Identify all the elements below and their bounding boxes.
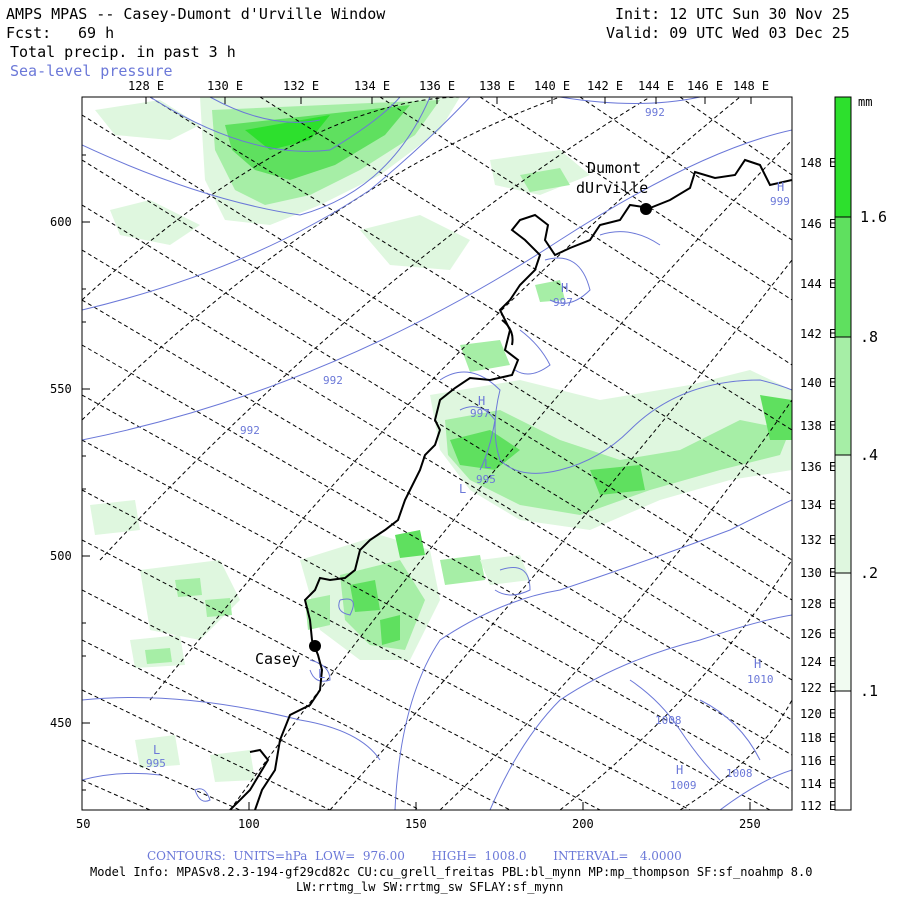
low-marker: L: [318, 667, 325, 681]
contour-label: 992: [645, 106, 665, 119]
low-marker: L: [459, 482, 466, 496]
lon-label: 120 E: [800, 707, 836, 721]
lon-label: 136 E: [419, 79, 455, 93]
high-marker: H: [561, 281, 568, 295]
lon-label: 148 E: [800, 156, 836, 170]
x-tick-label: 250: [739, 817, 761, 831]
lon-label: 144 E: [638, 79, 674, 93]
map-title: AMPS MPAS -- Casey-Dumont d'Urville Wind…: [6, 5, 386, 23]
lon-label: 140 E: [534, 79, 570, 93]
station-name-casey: Casey: [255, 650, 300, 668]
contour-label: 995: [146, 757, 166, 770]
lon-label: 138 E: [800, 419, 836, 433]
lon-label: 144 E: [800, 277, 836, 291]
lon-label: 112 E: [800, 799, 836, 813]
precip-shading: [90, 97, 792, 782]
model-info-line2: LW:rrtmg_lw SW:rrtmg_sw SFLAY:sf_mynn: [296, 880, 564, 894]
lon-label: 128 E: [128, 79, 164, 93]
lon-label: 134 E: [354, 79, 390, 93]
lon-label: 146 E: [800, 217, 836, 231]
init-time: Init: 12 UTC Sun 30 Nov 25: [615, 5, 850, 23]
coastline: [229, 158, 792, 810]
lon-label: 122 E: [800, 681, 836, 695]
y-ticks: [82, 154, 90, 791]
colorbar-label: .1: [860, 682, 878, 700]
colorbar-labels: mm 1.6 .8 .4 .2 .1: [858, 95, 887, 700]
top-ticks: [145, 97, 752, 104]
colorbar: [834, 96, 852, 811]
lon-label: 124 E: [800, 655, 836, 669]
lon-label: 128 E: [800, 597, 836, 611]
contour-label: 992: [323, 374, 343, 387]
high-marker: H: [754, 657, 761, 671]
lon-label: 118 E: [800, 731, 836, 745]
x-tick-label: 150: [405, 817, 427, 831]
top-lon-labels: 128 E 130 E 132 E 134 E 136 E 138 E 140 …: [128, 79, 769, 93]
lon-label: 132 E: [800, 533, 836, 547]
y-axis-labels: 600 550 500 450: [50, 215, 72, 730]
lon-label: 134 E: [800, 498, 836, 512]
y-tick-label: 600: [50, 215, 72, 229]
lon-label: 130 E: [800, 566, 836, 580]
lon-label: 116 E: [800, 754, 836, 768]
forecast-hour: 69 h: [78, 24, 115, 42]
x-tick-label: 50: [76, 817, 90, 831]
station-dot-dumont: [640, 203, 652, 215]
lon-label: 136 E: [800, 460, 836, 474]
forecast-label: Fcst:: [6, 24, 52, 42]
lon-label: 142 E: [800, 327, 836, 341]
colorbar-unit: mm: [858, 95, 872, 109]
right-lon-labels: 148 E 146 E 144 E 142 E 140 E 138 E 136 …: [800, 156, 836, 813]
lon-label: 130 E: [207, 79, 243, 93]
station-dot-casey: [309, 640, 321, 652]
high-marker: H: [478, 394, 485, 408]
high-marker: H: [777, 180, 784, 194]
colorbar-label: .8: [860, 328, 878, 346]
contour-label: 1009: [670, 779, 697, 792]
contour-label: 1008: [726, 767, 753, 780]
y-tick-label: 450: [50, 716, 72, 730]
y-tick-label: 550: [50, 382, 72, 396]
pressure-centers: H H L L H H L L H: [153, 180, 784, 777]
valid-time: Valid: 09 UTC Wed 03 Dec 25: [606, 24, 850, 42]
overlay-name: Sea-level pressure: [10, 62, 173, 80]
lon-label: 126 E: [800, 627, 836, 641]
model-info: Model Info: MPASv8.2.3-194-gf29cd82c CU:…: [90, 865, 813, 879]
x-tick-label: 200: [572, 817, 594, 831]
contour-label: 1008: [655, 714, 682, 727]
lon-label: 132 E: [283, 79, 319, 93]
contour-label: 992: [240, 424, 260, 437]
contour-label: 997: [470, 407, 490, 420]
contours-info: CONTOURS: UNITS=hPa LOW= 976.00 HIGH= 10…: [147, 849, 682, 863]
field-name: Total precip. in past 3 h: [10, 43, 236, 61]
contour-label: 1010: [747, 673, 774, 686]
contour-label: 999: [770, 195, 790, 208]
lon-label: 148 E: [733, 79, 769, 93]
contour-labels: 992 992 992 997 997 995 1010 1008 1009 1…: [146, 106, 790, 792]
high-marker: H: [676, 763, 683, 777]
x-tick-label: 100: [238, 817, 260, 831]
lon-label: 114 E: [800, 777, 836, 791]
station-name-dumont-line2: dUrville: [576, 179, 648, 197]
colorbar-label: .2: [860, 564, 878, 582]
map-plot-area: 992 992 992 997 997 995 1010 1008 1009 1…: [82, 97, 792, 810]
low-marker: L: [484, 457, 491, 471]
contour-label: 997: [553, 296, 573, 309]
x-axis-labels: 50 100 150 200 250: [76, 817, 761, 831]
lon-label: 138 E: [479, 79, 515, 93]
lon-label: 142 E: [587, 79, 623, 93]
y-tick-label: 500: [50, 549, 72, 563]
x-ticks: [248, 802, 751, 810]
contour-label: 995: [476, 473, 496, 486]
lon-label: 146 E: [687, 79, 723, 93]
station-name-dumont: Dumont: [587, 159, 641, 177]
lon-label: 140 E: [800, 376, 836, 390]
low-marker: L: [153, 743, 160, 757]
pressure-contours: [82, 97, 792, 810]
colorbar-label: .4: [860, 446, 878, 464]
colorbar-label: 1.6: [860, 208, 887, 226]
